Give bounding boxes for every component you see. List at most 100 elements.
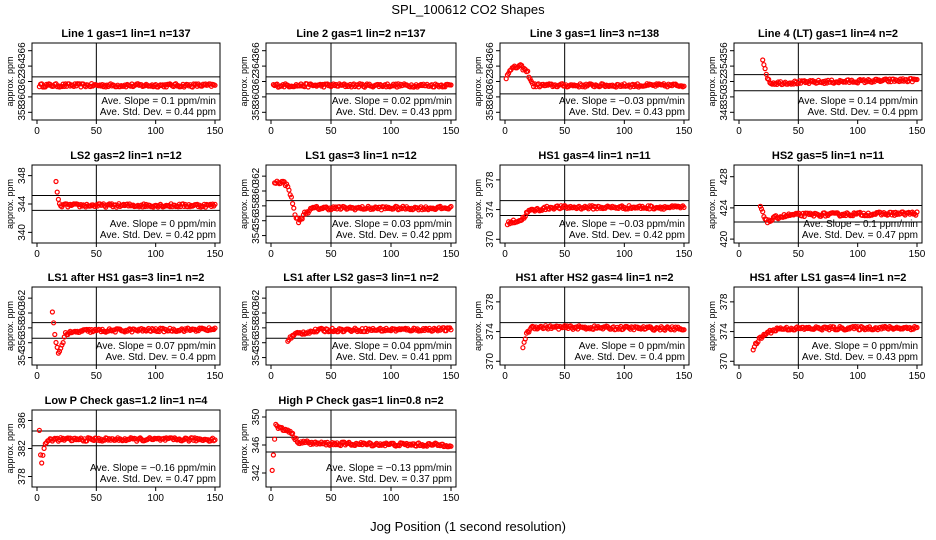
- x-tick-label: 0: [34, 126, 40, 137]
- data-points: [503, 62, 687, 90]
- slope-annotation: Ave. Slope = 0.1 ppm/min: [803, 219, 918, 230]
- y-tick-label: 340: [17, 224, 28, 241]
- data-point: [269, 467, 275, 473]
- data-point: [60, 340, 66, 346]
- stddev-annotation: Ave. Std. Dev. = 0.42 ppm: [336, 230, 452, 241]
- data-point: [888, 209, 894, 215]
- data-point: [522, 336, 528, 342]
- data-points: [269, 421, 454, 473]
- data-points: [750, 323, 920, 353]
- x-tick-label: 100: [383, 371, 400, 382]
- y-tick-label: 358: [251, 104, 262, 121]
- y-tick-label: 350: [719, 88, 730, 105]
- y-tick-label: 354: [719, 57, 730, 74]
- data-point: [36, 427, 43, 433]
- data-point: [212, 437, 218, 443]
- y-tick-label: 344: [17, 195, 28, 212]
- panel-10: LS1 after LS2 gas=3 lin=1 n=2 0 50 100 150 35…: [239, 272, 460, 382]
- panel-title: Line 1 gas=1 lin=1 n=137: [61, 28, 190, 40]
- data-point: [681, 204, 687, 210]
- x-tick-label: 100: [147, 249, 164, 260]
- stddev-annotation: Ave. Std. Dev. = 0.41 ppm: [336, 352, 452, 363]
- y-tick-label: 428: [719, 168, 730, 185]
- panel-title: HS2 gas=5 lin=1 n=11: [772, 150, 884, 162]
- panel-13: Low P Check gas=1.2 lin=1 n=4 0 50 100 150 37…: [5, 395, 224, 504]
- data-point: [54, 189, 60, 195]
- x-tick-label: 100: [383, 493, 400, 504]
- x-tick-label: 0: [736, 371, 742, 382]
- y-tick-label: 356: [17, 334, 28, 351]
- y-tick-label: 374: [485, 323, 496, 340]
- data-point: [288, 194, 294, 200]
- x-tick-label: 0: [34, 249, 40, 260]
- x-tick-label: 100: [616, 126, 633, 137]
- panel-title: Low P Check gas=1.2 lin=1 n=4: [45, 395, 209, 407]
- y-tick-label: 382: [17, 440, 28, 457]
- panel-title: High P Check gas=1 lin=0.8 n=2: [278, 395, 443, 407]
- y-tick-label: 370: [719, 353, 730, 370]
- y-tick-label: 366: [485, 42, 496, 59]
- data-point: [40, 452, 46, 458]
- y-tick-label: 360: [251, 88, 262, 105]
- y-tick-label: 424: [719, 199, 730, 216]
- x-tick-label: 150: [909, 249, 926, 260]
- y-tick-label: 358: [251, 197, 262, 214]
- x-tick-label: 50: [559, 249, 571, 260]
- panel-9: LS1 after HS1 gas=3 lin=1 n=2 0 50 100 150 35…: [5, 272, 224, 382]
- stddev-annotation: Ave. Std. Dev. = 0.44 ppm: [100, 107, 216, 118]
- x-tick-label: 100: [616, 249, 633, 260]
- y-tick-label: 362: [485, 73, 496, 90]
- x-tick-label: 0: [34, 371, 40, 382]
- data-points: [504, 203, 687, 228]
- plot-frame: [499, 164, 690, 244]
- data-points: [285, 325, 454, 344]
- x-tick-label: 0: [736, 126, 742, 137]
- x-tick-label: 0: [268, 249, 274, 260]
- data-point: [396, 206, 402, 212]
- x-tick-label: 150: [443, 126, 460, 137]
- x-tick-label: 100: [849, 126, 866, 137]
- y-tick-label: 348: [17, 167, 28, 184]
- data-point: [37, 452, 44, 458]
- y-tick-label: 358: [251, 319, 262, 336]
- data-point: [291, 205, 297, 211]
- y-tick-label: 358: [17, 319, 28, 336]
- data-point: [758, 206, 765, 212]
- y-axis-label: approx. ppm: [707, 301, 717, 351]
- y-tick-label: 346: [251, 436, 262, 453]
- x-tick-label: 50: [325, 371, 337, 382]
- stddev-annotation: Ave. Std. Dev. = 0.47 ppm: [802, 230, 918, 241]
- x-tick-label: 150: [443, 493, 460, 504]
- panel-title: Line 3 gas=1 lin=3 n=138: [530, 28, 659, 40]
- data-point: [270, 452, 276, 458]
- slope-annotation: Ave. Slope = −0.03 ppm/min: [559, 96, 685, 107]
- x-tick-label: 0: [502, 126, 508, 137]
- data-points: [760, 57, 920, 88]
- data-point: [39, 460, 45, 466]
- panel-6: LS1 gas=3 lin=1 n=120 50 100 15035435635836…: [239, 150, 460, 260]
- x-tick-label: 100: [383, 126, 400, 137]
- data-point: [795, 80, 801, 87]
- data-point: [212, 201, 218, 207]
- slope-annotation: Ave. Slope = −0.13 ppm/min: [326, 463, 452, 474]
- y-axis-label: approx. ppm: [707, 179, 717, 229]
- y-tick-label: 378: [485, 293, 496, 310]
- y-tick-label: 364: [251, 57, 262, 74]
- slope-annotation: Ave. Slope = −0.16 ppm/min: [90, 463, 216, 474]
- data-point: [914, 324, 920, 331]
- slope-annotation: Ave. Slope = 0.14 ppm/min: [798, 96, 918, 107]
- panel-11: HS1 after HS2 gas=4 lin=1 n=2 0 50 100 150 37…: [473, 272, 693, 382]
- data-point: [272, 436, 278, 442]
- data-point: [180, 201, 186, 207]
- data-point: [296, 220, 302, 226]
- y-tick-label: 362: [17, 289, 28, 306]
- plot-frame: [265, 164, 457, 244]
- data-points: [520, 323, 687, 351]
- x-tick-label: 50: [325, 493, 337, 504]
- plot-frame: [31, 286, 221, 366]
- data-point: [520, 345, 526, 351]
- x-tick-label: 100: [147, 493, 164, 504]
- x-tick-label: 50: [559, 126, 571, 137]
